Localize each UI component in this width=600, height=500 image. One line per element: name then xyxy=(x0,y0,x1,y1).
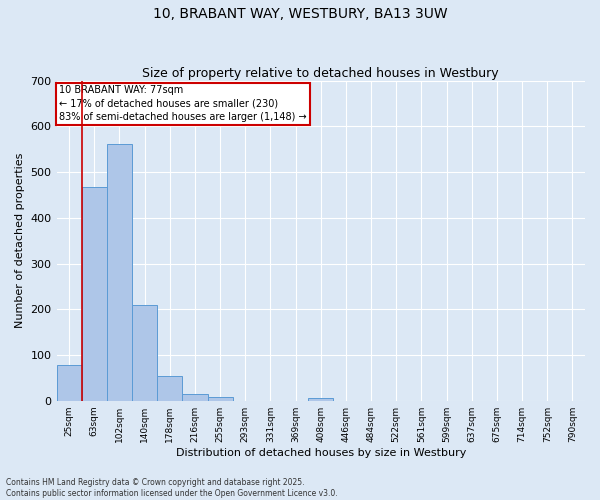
Bar xyxy=(132,304,157,400)
Y-axis label: Number of detached properties: Number of detached properties xyxy=(15,153,25,328)
Bar xyxy=(157,376,182,400)
Bar xyxy=(56,365,82,400)
Title: Size of property relative to detached houses in Westbury: Size of property relative to detached ho… xyxy=(142,66,499,80)
Bar xyxy=(107,144,132,401)
Bar xyxy=(208,397,233,400)
Bar xyxy=(82,186,107,400)
Text: Contains HM Land Registry data © Crown copyright and database right 2025.
Contai: Contains HM Land Registry data © Crown c… xyxy=(6,478,338,498)
X-axis label: Distribution of detached houses by size in Westbury: Distribution of detached houses by size … xyxy=(176,448,466,458)
Bar xyxy=(308,398,334,400)
Text: 10 BRABANT WAY: 77sqm
← 17% of detached houses are smaller (230)
83% of semi-det: 10 BRABANT WAY: 77sqm ← 17% of detached … xyxy=(59,86,307,122)
Bar xyxy=(182,394,208,400)
Text: 10, BRABANT WAY, WESTBURY, BA13 3UW: 10, BRABANT WAY, WESTBURY, BA13 3UW xyxy=(152,8,448,22)
